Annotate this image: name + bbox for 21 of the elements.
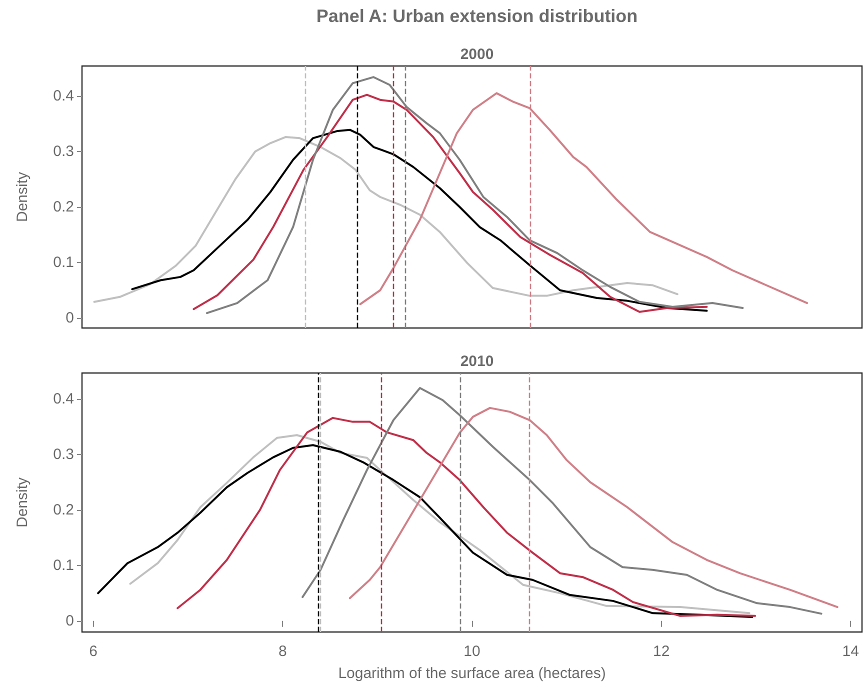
x-tick-label: 6 [89,643,98,660]
y-tick-label: 0.3 [53,142,74,160]
chart-subtitle: 2000 [460,46,494,63]
y-tick-label: 0.3 [53,446,74,464]
y-tick-label: 0.1 [53,254,74,271]
y-tick-label: 0.4 [53,390,74,408]
y-tick-label: 0.1 [53,556,74,574]
y-tick-label: 0 [66,612,74,630]
x-tick-label: 10 [464,643,480,660]
y-axis-title: Density [14,477,31,528]
x-tick-label: 12 [652,643,670,660]
y-tick-label: 0.2 [53,198,74,216]
x-tick-label: 14 [842,643,859,660]
x-axis-title: Logarithm of the surface area (hectares) [338,665,606,682]
y-tick-label: 0.2 [53,501,74,518]
x-tick-label: 8 [278,643,287,660]
y-tick-label: 0.4 [53,87,74,104]
chart-title: Panel A: Urban extension distribution [316,6,638,26]
chart-subtitle: 2010 [460,353,494,370]
y-tick-label: 0 [66,310,74,327]
y-axis-title: Density [14,172,31,222]
